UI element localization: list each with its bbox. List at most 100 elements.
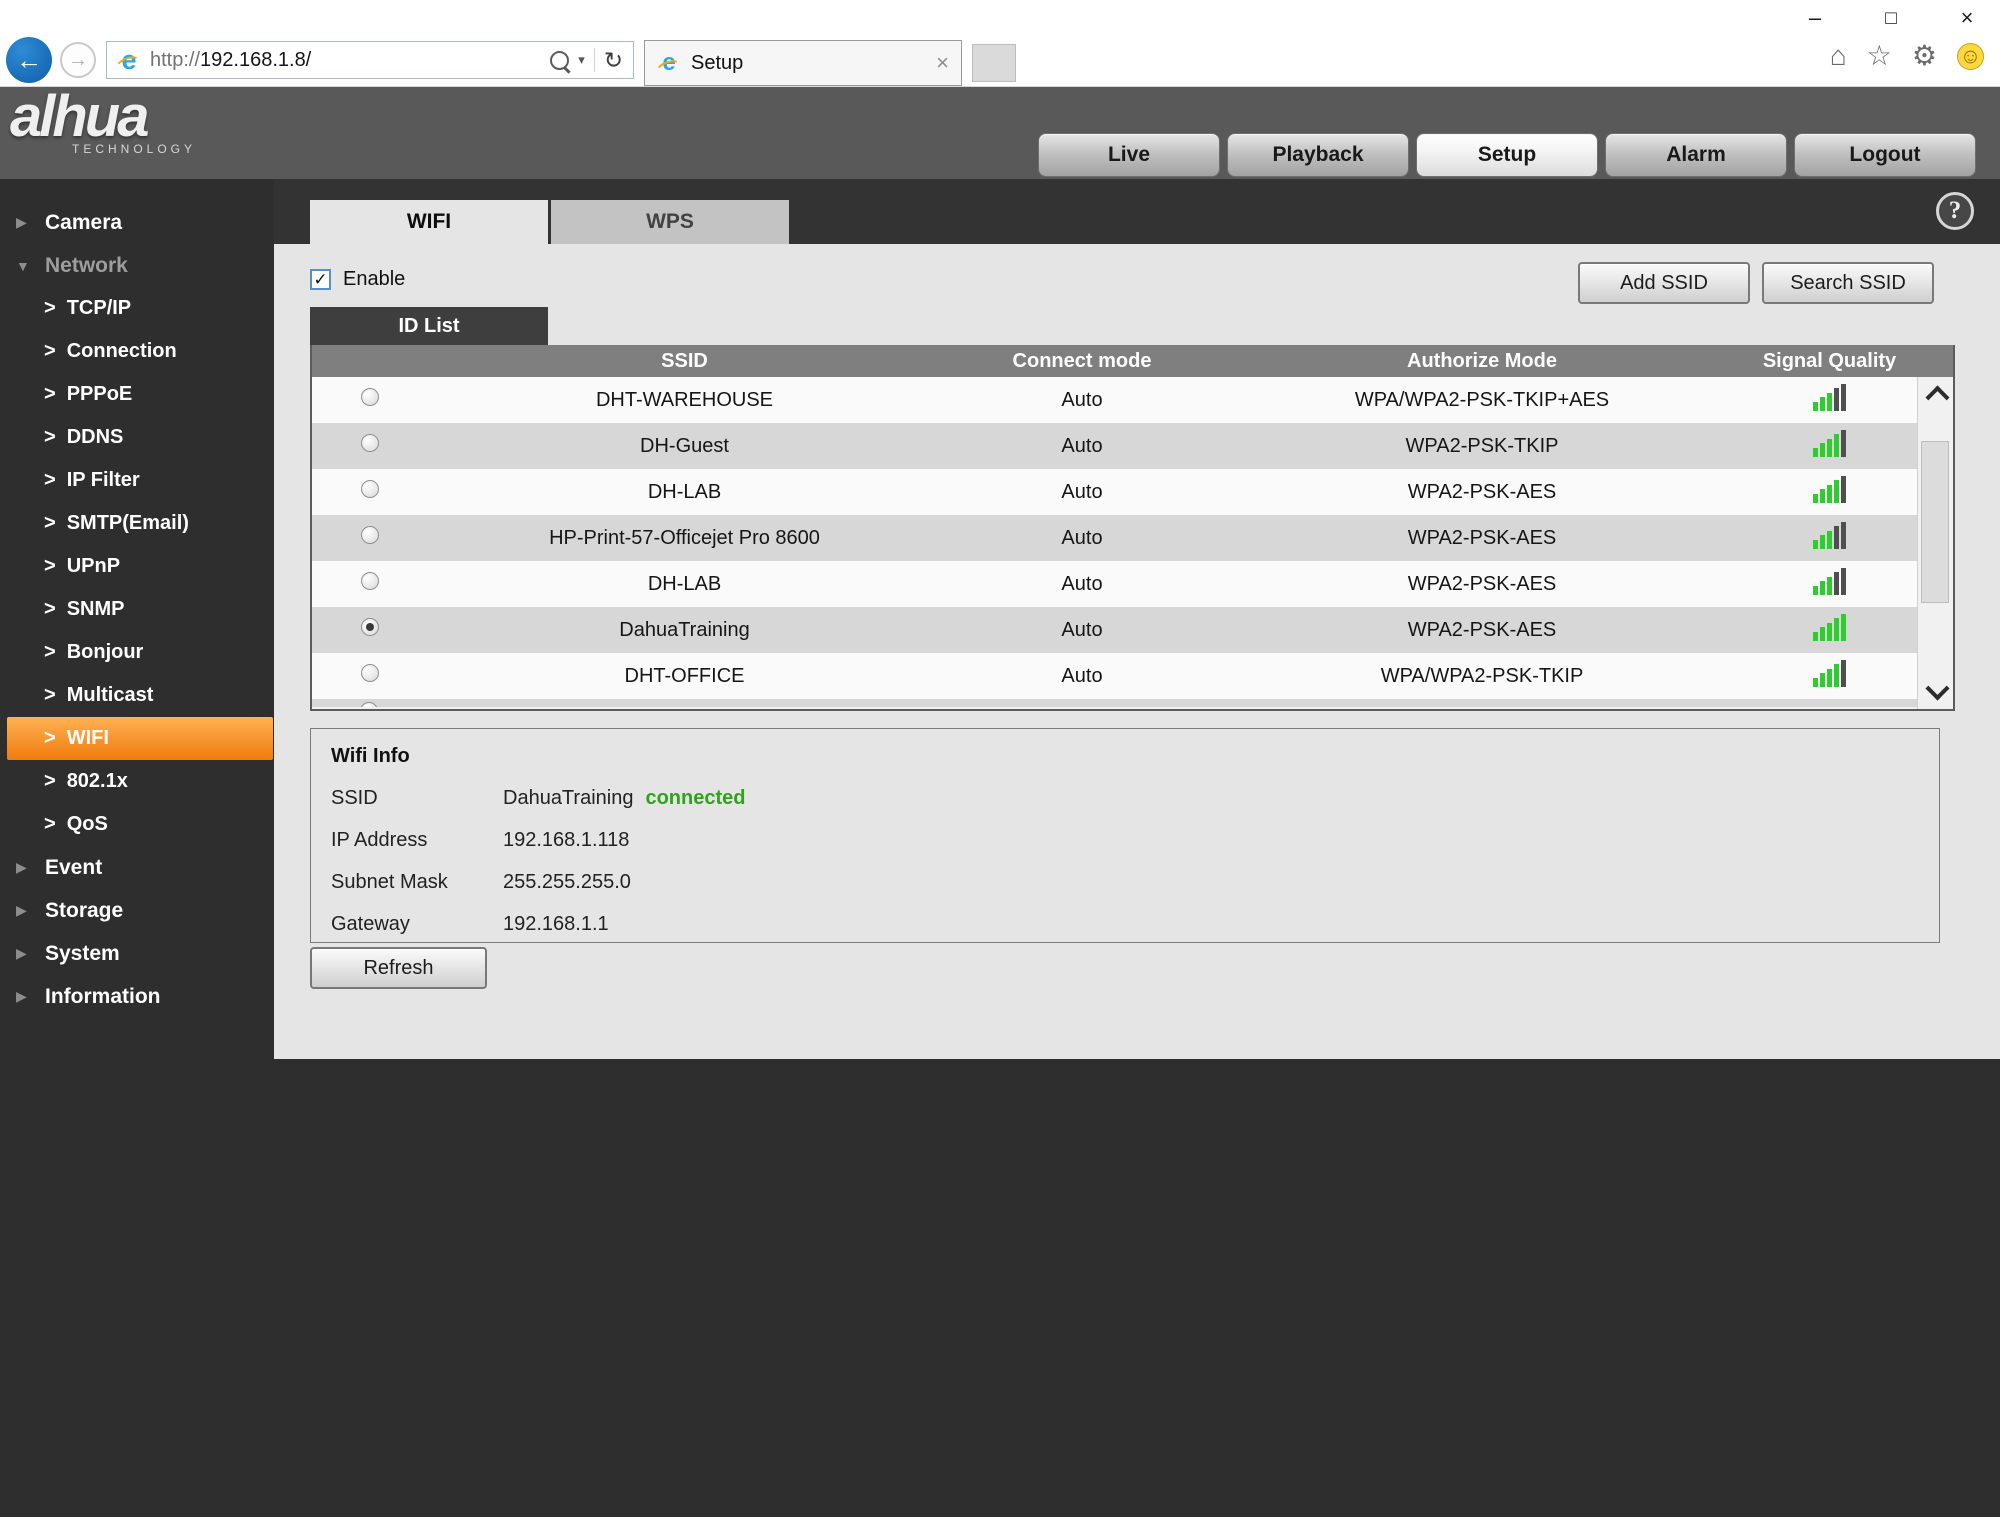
address-bar[interactable]: e http://192.168.1.8/ ▾ ↻: [106, 41, 634, 79]
minimize-button[interactable]: –: [1808, 5, 1822, 30]
ssid-radio[interactable]: [360, 526, 379, 544]
nav-button-playback[interactable]: Playback: [1227, 133, 1409, 177]
sidebar-item-bonjour[interactable]: > Bonjour: [0, 631, 274, 674]
chevron-right-icon: >: [44, 469, 56, 491]
wifi-info-value: 192.168.1.118: [503, 829, 630, 851]
ssid-radio[interactable]: [360, 664, 379, 682]
ssid-cell: DH-LAB: [647, 480, 722, 503]
triangle-right-icon: ▶: [16, 988, 27, 1004]
sidebar-item-system[interactable]: ▶ System: [0, 932, 274, 975]
signal-quality-icon: [1813, 613, 1846, 641]
ssid-row[interactable]: DH-Guest Auto WPA2-PSK-TKIP: [312, 423, 1917, 469]
id-list-tab[interactable]: ID List: [310, 307, 548, 345]
ssid-row[interactable]: DH-LAB Auto WPA2-PSK-AES: [312, 561, 1917, 607]
sidebar-item-label: SMTP(Email): [66, 512, 189, 534]
signal-bar: [1834, 526, 1839, 549]
signal-bar: [1820, 673, 1825, 687]
signal-quality-icon: [1813, 383, 1846, 411]
chevron-right-icon: >: [44, 641, 56, 663]
search-ssid-button[interactable]: Search SSID: [1762, 262, 1934, 304]
enable-checkbox[interactable]: ✓: [310, 269, 331, 290]
sidebar-item-label: PPPoE: [66, 383, 133, 405]
sidebar-item-tcp-ip[interactable]: > TCP/IP: [0, 287, 274, 330]
ssid-radio[interactable]: [360, 480, 379, 498]
add-ssid-button[interactable]: Add SSID: [1578, 262, 1750, 304]
ssid-row[interactable]: DHT-OFFICE Auto WPA/WPA2-PSK-TKIP: [312, 653, 1917, 699]
ssid-cell: DHT-OFFICE: [624, 664, 745, 687]
nav-button-logout[interactable]: Logout: [1794, 133, 1976, 177]
tab-wps[interactable]: WPS: [551, 200, 789, 244]
search-icon[interactable]: [550, 50, 570, 70]
address-bar-divider: [593, 48, 595, 72]
sidebar-item-qos[interactable]: > QoS: [0, 803, 274, 846]
sidebar-item-network[interactable]: ▼ Network: [0, 244, 274, 287]
authorize-mode-cell: WPA/WPA2-PSK-TKIP+AES: [1354, 388, 1610, 411]
feedback-smiley-icon[interactable]: ☺: [1957, 42, 1984, 70]
home-icon[interactable]: ⌂: [1829, 40, 1847, 71]
ssid-row[interactable]: DH-LAB Auto WPA2-PSK-AES: [312, 469, 1917, 515]
chevron-right-icon: >: [44, 555, 56, 577]
ssid-radio[interactable]: [360, 434, 379, 452]
forward-button[interactable]: →: [60, 42, 96, 78]
page-refresh-icon[interactable]: ↻: [603, 46, 623, 73]
favorites-star-icon[interactable]: ☆: [1866, 40, 1892, 71]
back-button[interactable]: ←: [6, 37, 52, 83]
radio-cell: [312, 480, 427, 504]
browser-action-icons: ⌂ ☆ ⚙ ☺: [1830, 42, 1984, 70]
sidebar-item-label: Event: [45, 855, 103, 879]
signal-bar: [1813, 631, 1818, 641]
url-text[interactable]: http://192.168.1.8/: [150, 49, 541, 72]
sidebar-item-ip-filter[interactable]: > IP Filter: [0, 459, 274, 502]
help-icon[interactable]: ?: [1936, 192, 1974, 230]
sidebar-item-label: QoS: [66, 813, 108, 835]
signal-bar: [1813, 677, 1818, 687]
nav-button-live[interactable]: Live: [1038, 133, 1220, 177]
table-scrollbar[interactable]: [1917, 377, 1953, 709]
sidebar-item-information[interactable]: ▶ Information: [0, 975, 274, 1018]
scrollbar-thumb[interactable]: [1921, 441, 1949, 603]
wifi-info-row: Subnet Mask 255.255.255.0: [331, 871, 1939, 894]
sidebar-item-ddns[interactable]: > DDNS: [0, 416, 274, 459]
nav-button-alarm[interactable]: Alarm: [1605, 133, 1787, 177]
window-controls: – □ ×: [1800, 0, 1982, 36]
sidebar-item-label: DDNS: [66, 426, 124, 448]
nav-button-setup[interactable]: Setup: [1416, 133, 1598, 177]
new-tab-button[interactable]: [972, 44, 1016, 82]
authorize-mode-cell: WPA2-PSK-AES: [1407, 618, 1557, 641]
scroll-down-icon[interactable]: [1925, 676, 1950, 701]
ssid-row[interactable]: DHT-WAREHOUSE Auto WPA/WPA2-PSK-TKIP+AES: [312, 377, 1917, 423]
browser-tab-setup[interactable]: e Setup ×: [644, 40, 962, 86]
sidebar-item-event[interactable]: ▶ Event: [0, 846, 274, 889]
ssid-radio[interactable]: [360, 388, 379, 406]
tab-close-icon[interactable]: ×: [936, 50, 949, 75]
tab-wifi[interactable]: WIFI: [310, 200, 548, 244]
scroll-up-icon[interactable]: [1925, 385, 1950, 410]
signal-bar: [1827, 576, 1832, 595]
ssid-table-body: DHT-WAREHOUSE Auto WPA/WPA2-PSK-TKIP+AES DH…: [312, 377, 1953, 707]
sidebar-item-connection[interactable]: > Connection: [0, 330, 274, 373]
chevron-right-icon: >: [44, 297, 56, 319]
wifi-info-row: IP Address 192.168.1.118: [331, 829, 1939, 852]
settings-gear-icon[interactable]: ⚙: [1911, 40, 1937, 71]
signal-quality-cell: [1742, 429, 1917, 463]
sidebar-item-pppoe[interactable]: > PPPoE: [0, 373, 274, 416]
sidebar-item-smtp-email[interactable]: > SMTP(Email): [0, 502, 274, 545]
chevron-right-icon: >: [44, 383, 56, 405]
sidebar-item-upnp[interactable]: > UPnP: [0, 545, 274, 588]
sidebar-item-multicast[interactable]: > Multicast: [0, 674, 274, 717]
sidebar-item-wifi[interactable]: > WIFI: [7, 717, 273, 760]
ssid-row[interactable]: HP-Print-57-Officejet Pro 8600 Auto WPA2-P…: [312, 515, 1917, 561]
search-dropdown-caret-icon[interactable]: ▾: [578, 52, 585, 67]
ssid-radio[interactable]: [360, 618, 379, 636]
signal-bar: [1820, 489, 1825, 503]
maximize-button[interactable]: □: [1885, 7, 1897, 29]
sidebar-item-snmp[interactable]: > SNMP: [0, 588, 274, 631]
ssid-radio[interactable]: [360, 572, 379, 590]
ssid-row[interactable]: DahuaTraining Auto WPA2-PSK-AES: [312, 607, 1917, 653]
sidebar-item-storage[interactable]: ▶ Storage: [0, 889, 274, 932]
radio-cell: [312, 572, 427, 596]
close-button[interactable]: ×: [1960, 5, 1974, 30]
sidebar-item-camera[interactable]: ▶ Camera: [0, 201, 274, 244]
sidebar-item-802-1x[interactable]: >802.1x: [0, 760, 274, 803]
refresh-button[interactable]: Refresh: [310, 947, 487, 989]
